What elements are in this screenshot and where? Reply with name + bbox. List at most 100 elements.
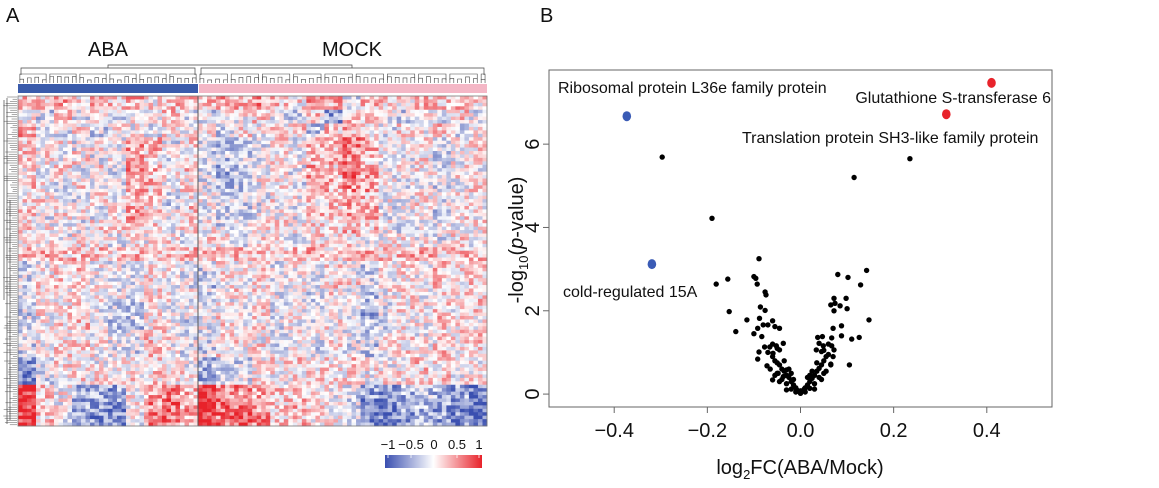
- heatmap-cell: [387, 144, 393, 148]
- heatmap-cell: [45, 130, 50, 135]
- heatmap-cell: [243, 199, 248, 203]
- heatmap-cell: [211, 181, 217, 186]
- heatmap-cell: [135, 130, 140, 135]
- heatmap-cell: [392, 137, 397, 141]
- heatmap-cell: [270, 161, 276, 166]
- heatmap-cell: [36, 212, 41, 217]
- heatmap-cell: [90, 216, 95, 221]
- heatmap-cell: [315, 140, 321, 145]
- heatmap-cell: [315, 157, 321, 162]
- heatmap-cell: [297, 240, 303, 245]
- heatmap-cell: [392, 140, 397, 145]
- heatmap-cell: [76, 250, 82, 255]
- heatmap-cell: [27, 236, 32, 241]
- heatmap-cell: [238, 164, 244, 169]
- heatmap-cell: [99, 157, 104, 162]
- heatmap-cell: [482, 99, 488, 104]
- heatmap-cell: [58, 247, 64, 251]
- heatmap-cell: [180, 219, 185, 224]
- heatmap-cell: [423, 216, 429, 221]
- heatmap-cell: [455, 130, 461, 135]
- heatmap-cell: [310, 185, 316, 190]
- heatmap-cell: [306, 96, 312, 100]
- heatmap-cell: [207, 140, 212, 145]
- heatmap-cell: [292, 120, 298, 124]
- heatmap-cell: [144, 168, 149, 172]
- heatmap-cell: [301, 181, 307, 186]
- heatmap-cell: [383, 199, 388, 203]
- heatmap-cell: [175, 230, 181, 234]
- heatmap-cell: [171, 212, 176, 217]
- heatmap-cell: [202, 151, 208, 155]
- heatmap-cell: [58, 226, 64, 231]
- heatmap-cell: [306, 175, 312, 179]
- heatmap-cell: [333, 164, 339, 169]
- heatmap-cell: [428, 181, 434, 186]
- heatmap-cell: [328, 212, 334, 217]
- heatmap-cell: [67, 137, 73, 141]
- heatmap-cell: [256, 140, 262, 145]
- heatmap-cell: [216, 140, 221, 145]
- heatmap-cell: [193, 223, 199, 227]
- heatmap-cell: [63, 109, 68, 114]
- heatmap-cell: [347, 185, 352, 190]
- heatmap-cell: [18, 209, 23, 214]
- heatmap-cell: [234, 96, 239, 100]
- heatmap-cell: [319, 188, 325, 193]
- heatmap-cell: [202, 219, 208, 224]
- heatmap-cell: [383, 123, 388, 128]
- heatmap-cell: [108, 223, 113, 227]
- heatmap-cell: [63, 236, 68, 241]
- heatmap-cell: [396, 243, 402, 248]
- heatmap-cell: [324, 96, 330, 100]
- heatmap-cell: [202, 96, 208, 100]
- heatmap-cell: [482, 157, 488, 162]
- heatmap-cell: [175, 175, 181, 179]
- heatmap-cell: [270, 99, 276, 104]
- heatmap-cell: [374, 171, 379, 176]
- heatmap-cell: [63, 181, 68, 186]
- heatmap-cell: [288, 185, 294, 190]
- heatmap-cell: [18, 168, 23, 172]
- heatmap-cell: [121, 161, 127, 166]
- heatmap-cell: [437, 133, 443, 138]
- heatmap-cell: [464, 171, 470, 176]
- heatmap-cell: [410, 230, 416, 234]
- dendrogram-branch: [371, 77, 376, 83]
- heatmap-cell: [121, 185, 127, 190]
- heatmap-cell: [135, 240, 140, 245]
- heatmap-cell: [166, 175, 172, 179]
- heatmap-cell: [441, 123, 447, 128]
- heatmap-cell: [139, 151, 145, 155]
- heatmap-cell: [383, 188, 388, 193]
- heatmap-cell: [378, 216, 384, 221]
- heatmap-cell: [301, 102, 307, 107]
- heatmap-cell: [207, 219, 212, 224]
- heatmap-cell: [180, 123, 185, 128]
- heatmap-cell: [365, 106, 370, 111]
- heatmap-cell: [428, 223, 434, 227]
- heatmap-cell: [130, 147, 136, 152]
- heatmap-cell: [180, 109, 185, 114]
- heatmap-cell: [63, 257, 68, 262]
- heatmap-cell: [337, 99, 343, 104]
- heatmap-cell: [207, 195, 212, 200]
- heatmap-cell: [450, 144, 456, 148]
- heatmap-cell: [473, 195, 479, 200]
- heatmap-cell: [410, 209, 416, 214]
- heatmap-cell: [126, 161, 131, 166]
- heatmap-cell: [238, 202, 244, 207]
- heatmap-cell: [76, 144, 82, 148]
- heatmap-cell: [108, 219, 113, 224]
- heatmap-cell: [193, 199, 199, 203]
- heatmap-cell: [67, 206, 73, 210]
- heatmap-cell: [270, 144, 276, 148]
- heatmap-cell: [301, 226, 307, 231]
- heatmap-cell: [315, 133, 321, 138]
- heatmap-cell: [175, 171, 181, 176]
- heatmap-cell: [157, 233, 163, 238]
- heatmap-cell: [333, 219, 339, 224]
- heatmap-cell: [369, 216, 375, 221]
- heatmap-cell: [477, 130, 483, 135]
- heatmap-cell: [184, 171, 190, 176]
